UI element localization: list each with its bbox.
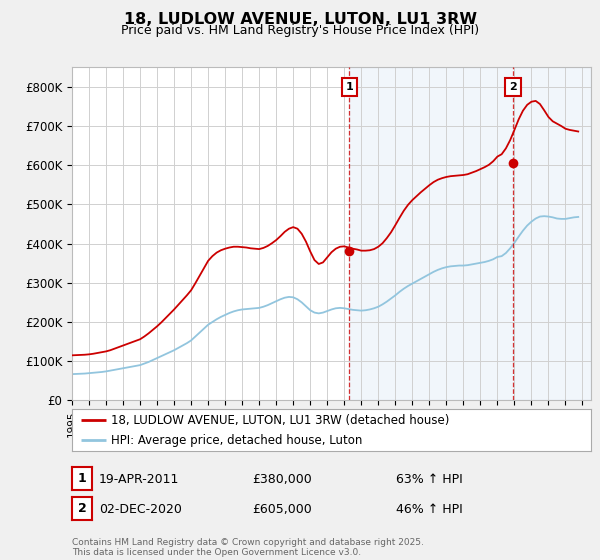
Text: Contains HM Land Registry data © Crown copyright and database right 2025.
This d: Contains HM Land Registry data © Crown c… (72, 538, 424, 557)
Text: 1: 1 (346, 82, 353, 92)
Bar (349, 67, 591, 400)
Text: Price paid vs. HM Land Registry's House Price Index (HPI): Price paid vs. HM Land Registry's House … (121, 24, 479, 36)
Text: £605,000: £605,000 (252, 503, 312, 516)
Text: 19-APR-2011: 19-APR-2011 (99, 473, 179, 486)
Text: £380,000: £380,000 (252, 473, 312, 486)
Text: 18, LUDLOW AVENUE, LUTON, LU1 3RW: 18, LUDLOW AVENUE, LUTON, LU1 3RW (124, 12, 476, 27)
Text: 2: 2 (509, 82, 517, 92)
Text: 02-DEC-2020: 02-DEC-2020 (99, 503, 182, 516)
Text: 18, LUDLOW AVENUE, LUTON, LU1 3RW (detached house): 18, LUDLOW AVENUE, LUTON, LU1 3RW (detac… (111, 414, 449, 427)
Text: 46% ↑ HPI: 46% ↑ HPI (396, 503, 463, 516)
Text: 63% ↑ HPI: 63% ↑ HPI (396, 473, 463, 486)
Text: 1: 1 (77, 472, 86, 485)
Text: HPI: Average price, detached house, Luton: HPI: Average price, detached house, Luto… (111, 434, 362, 447)
Text: 2: 2 (77, 502, 86, 515)
